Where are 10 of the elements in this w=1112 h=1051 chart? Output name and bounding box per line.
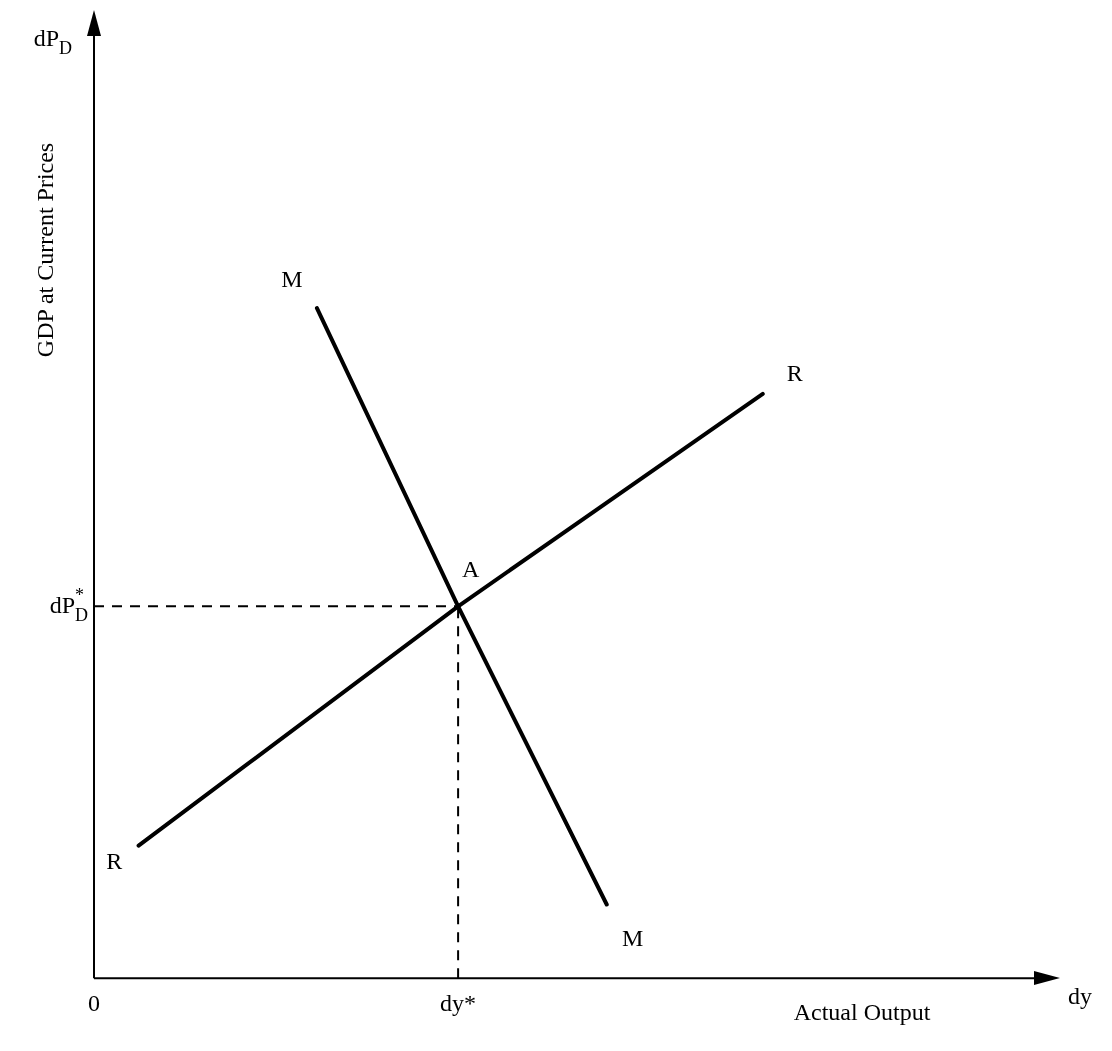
text: dy [1068,983,1092,1010]
series-label: R [106,848,123,875]
x-axis-title: Actual Output [793,999,931,1026]
x-tick-label: dy* [440,989,477,1016]
text: R [786,360,803,387]
series-label: M [281,266,303,293]
x-tick-label: 0 [88,989,100,1016]
annotation: A [462,555,481,582]
text: M [622,924,644,951]
y-axis-title: GDP at Current Prices [31,142,59,358]
